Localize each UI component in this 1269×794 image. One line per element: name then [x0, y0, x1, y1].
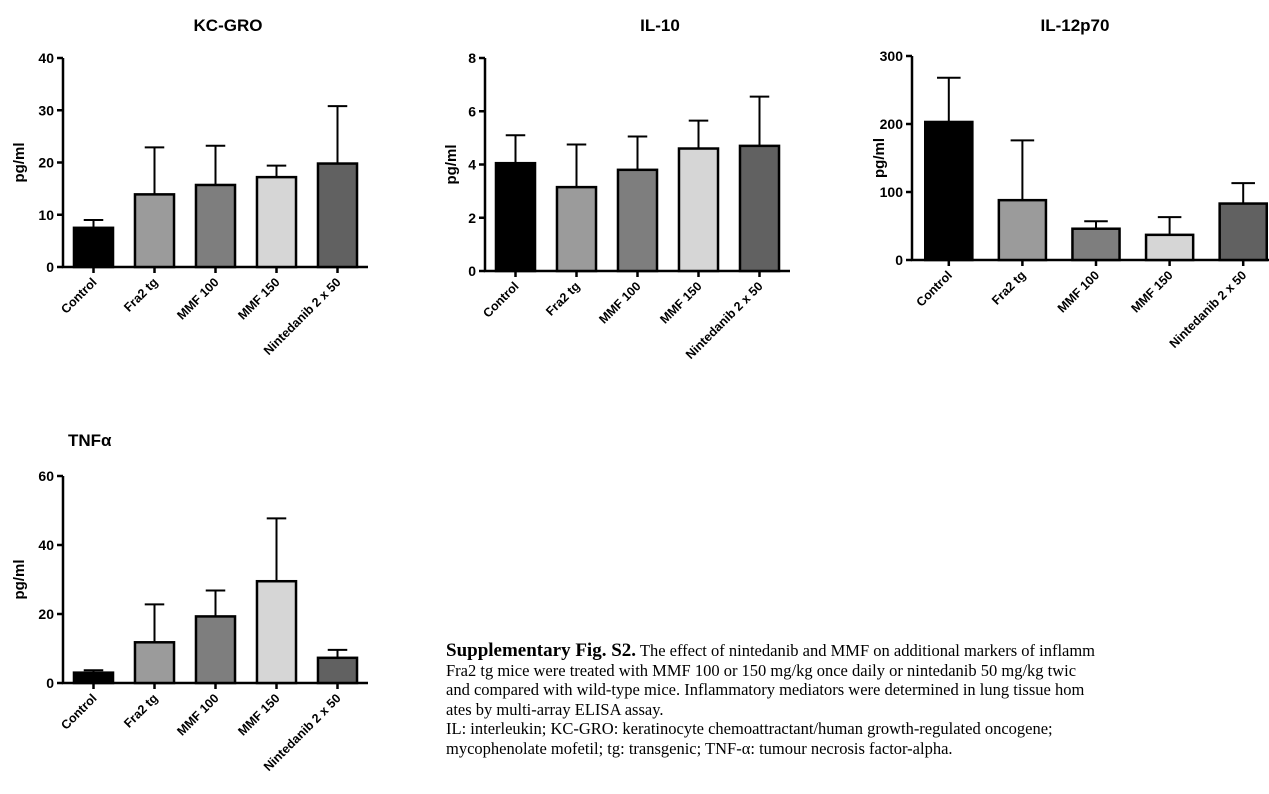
bar	[255, 579, 298, 685]
x-tick-label: Fra2 tg	[121, 275, 160, 314]
bar	[1144, 233, 1195, 262]
chart-svg: KC-GRO pg/ml 0 10 20 30 40 Control Fra2 tg MMF 10…	[11, 16, 368, 358]
x-tick-label: MMF 150	[1128, 268, 1175, 315]
figure-caption: Supplementary Fig. S2. The effect of nin…	[446, 641, 1269, 791]
x-tick-label: Fra2 tg	[543, 279, 582, 318]
y-tick-label: 20	[38, 155, 54, 171]
chart-title: IL-10	[640, 16, 680, 35]
y-tick-label: 0	[46, 259, 54, 275]
caption-line-6: mycophenolate mofetil; tg: transgenic; T…	[446, 738, 953, 758]
chart-title: IL-12p70	[1041, 16, 1110, 35]
y-tick-label: 2	[468, 210, 476, 226]
y-tick-label: 100	[880, 184, 904, 200]
bar	[555, 185, 598, 273]
x-tick-label: Fra2 tg	[989, 268, 1028, 307]
y-tick-label: 0	[895, 252, 903, 268]
caption-line-1: Supplementary Fig. S2. The effect of nin…	[446, 641, 1269, 661]
chart-tnf-alpha: TNFα pg/ml 0 20 40 60 Control Fra2 tg MMF 100 MMF…	[0, 410, 420, 794]
y-tick-label: 20	[38, 606, 54, 622]
caption-line-2: Fra2 tg mice were treated with MMF 100 o…	[446, 660, 1077, 680]
y-tick-label: 60	[38, 468, 54, 484]
bar	[133, 193, 176, 269]
y-tick-label: 300	[880, 48, 904, 64]
y-axis-label: pg/ml	[871, 138, 888, 178]
y-tick-label: 0	[46, 675, 54, 691]
bar	[923, 120, 974, 262]
y-tick-label: 4	[468, 157, 476, 173]
bar	[72, 671, 115, 685]
chart-svg: IL-12p70 pg/ml 0 100 200 300 Control Fra2 tg MMF…	[871, 16, 1269, 351]
chart-kc-gro: KC-GRO pg/ml 0 10 20 30 40 Control Fra2 tg MMF 10…	[0, 0, 420, 400]
bar	[194, 615, 237, 685]
chart-svg: TNFα pg/ml 0 20 40 60 Control Fra2 tg MMF 100 MMF…	[11, 431, 368, 774]
y-tick-label: 8	[468, 50, 476, 66]
x-tick-label: MMF 150	[235, 691, 282, 738]
caption-line-5: IL: interleukin; KC-GRO: keratinocyte ch…	[446, 719, 1053, 738]
x-tick-label: MMF 150	[657, 279, 704, 326]
bar	[677, 147, 720, 273]
x-tick-label: Control	[480, 279, 521, 320]
x-tick-label: Control	[58, 275, 99, 316]
bar	[133, 641, 176, 685]
x-tick-label: Fra2 tg	[121, 691, 160, 730]
y-tick-label: 10	[38, 207, 54, 223]
caption-text: The effect of nintedanib and MMF on addi…	[639, 641, 1096, 660]
caption-heading: Supplementary Fig. S2.	[446, 641, 637, 661]
bar	[316, 656, 359, 685]
x-tick-label: Nintedanib 2 x 50	[1167, 268, 1250, 351]
x-tick-label: MMF 100	[174, 691, 221, 738]
y-tick-label: 200	[880, 116, 904, 132]
y-axis-label: pg/ml	[11, 143, 28, 183]
bar	[494, 161, 537, 273]
x-tick-label: Control	[914, 268, 955, 309]
chart-title: TNFα	[68, 431, 112, 450]
x-tick-label: MMF 100	[1055, 268, 1102, 315]
y-axis-label: pg/ml	[11, 560, 28, 600]
bar	[194, 183, 237, 269]
x-tick-label: Control	[58, 691, 99, 732]
y-axis-label: pg/ml	[443, 145, 460, 185]
bar	[255, 175, 298, 269]
bar	[616, 168, 659, 273]
y-tick-label: 6	[468, 103, 476, 119]
bar	[316, 162, 359, 269]
chart-il-10: IL-10 pg/ml 0 2 4 6 8 Control Fra2 tg MMF 100 MMF …	[420, 0, 840, 400]
y-tick-label: 0	[468, 263, 476, 279]
bar	[1218, 202, 1269, 262]
chart-title: KC-GRO	[194, 16, 263, 35]
chart-svg: IL-10 pg/ml 0 2 4 6 8 Control Fra2 tg MMF 100 MMF …	[443, 16, 790, 362]
x-tick-label: MMF 100	[174, 275, 221, 322]
y-tick-label: 40	[38, 537, 54, 553]
caption-line-4: ates by multi-array ELISA assay.	[446, 699, 664, 719]
x-tick-label: MMF 150	[235, 275, 282, 322]
bar	[997, 198, 1048, 262]
caption-line-3: and compared with wild-type mice. Inflam…	[446, 680, 1085, 699]
x-tick-label: MMF 100	[596, 279, 643, 326]
y-tick-label: 30	[38, 102, 54, 118]
y-tick-label: 40	[38, 50, 54, 66]
bar	[738, 144, 781, 273]
chart-il-12p70: IL-12p70 pg/ml 0 100 200 300 Control Fra2 tg MMF…	[840, 0, 1269, 400]
bar	[1071, 227, 1121, 262]
bar	[72, 226, 115, 269]
